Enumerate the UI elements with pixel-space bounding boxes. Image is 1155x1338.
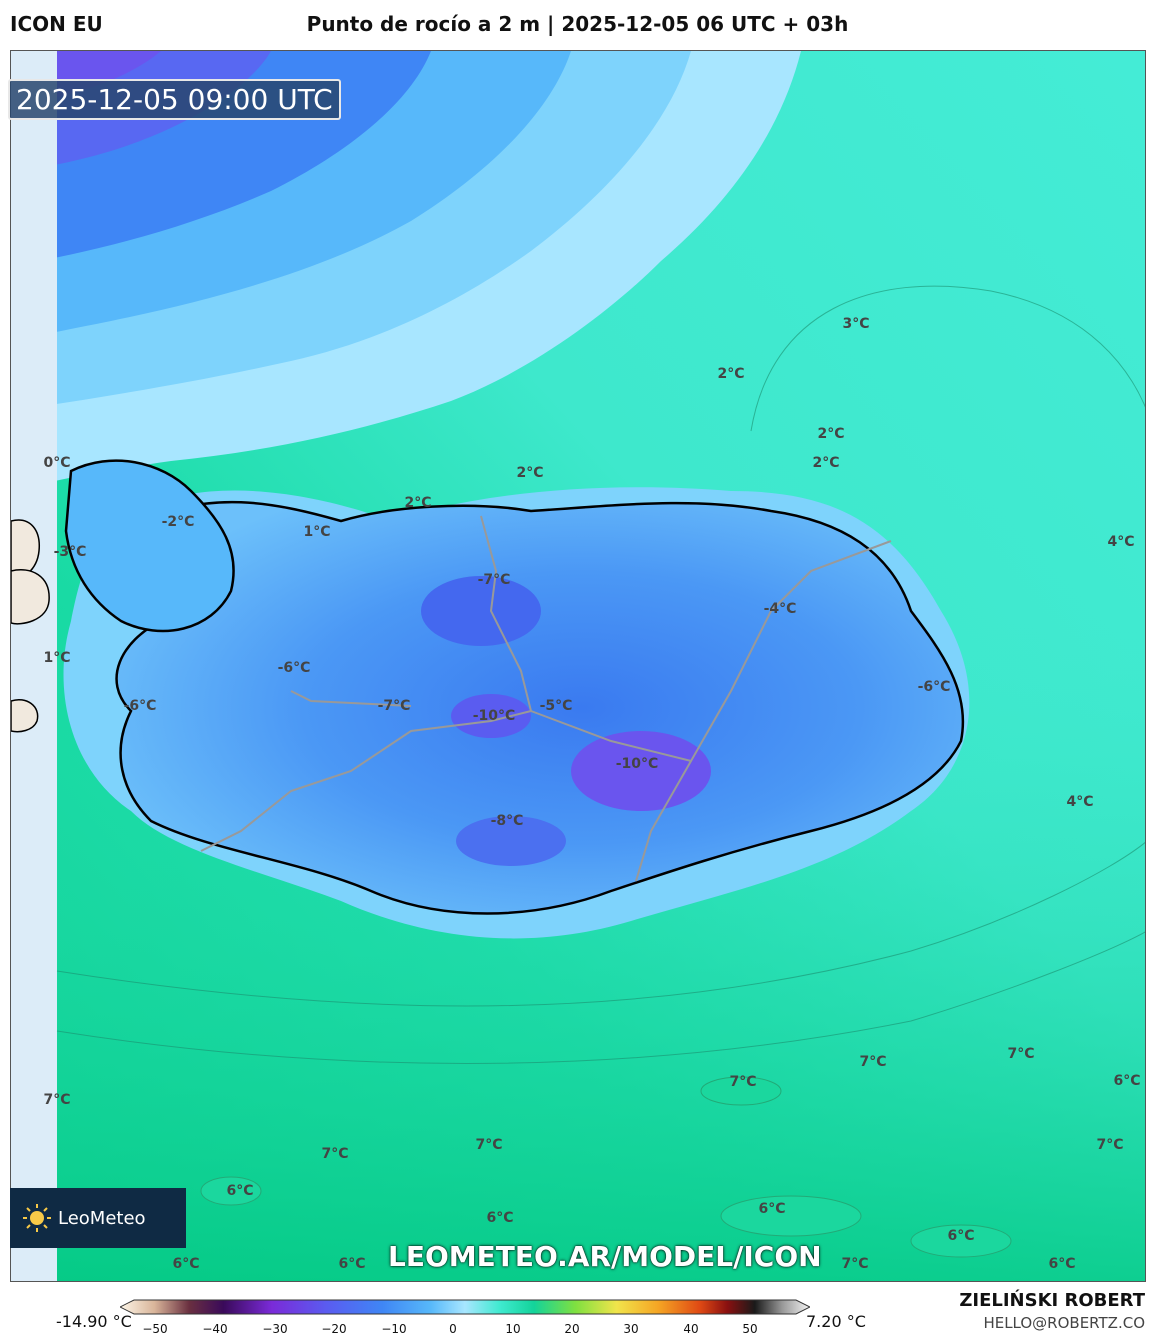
colorbar-tick: −30 [262,1322,288,1336]
contour-label: 7°C [1096,1137,1124,1153]
contour-label: 6°C [226,1183,254,1199]
colorbar-tick: 20 [564,1322,580,1336]
site-watermark: LEOMETEO.AR/MODEL/ICON [388,1240,822,1273]
colorbar-tick: 30 [623,1322,639,1336]
contour-label: -8°C [490,813,524,829]
contour-label: 7°C [43,1092,71,1108]
contour-label: 6°C [486,1210,514,1226]
contour-label: 2°C [516,465,544,481]
sun-icon [23,1204,51,1232]
contour-label: 6°C [1113,1073,1141,1089]
contour-label: 6°C [758,1201,786,1217]
contour-label: -2°C [161,514,195,530]
colorbar-tick: −40 [202,1322,228,1336]
contour-label: 2°C [404,495,432,511]
contour-label: 7°C [1007,1046,1035,1062]
dewpoint-map[interactable] [10,50,1146,1282]
colorbar-tick: 50 [742,1322,758,1336]
colorbar [120,1299,810,1315]
map-field [11,51,1145,1281]
author-email[interactable]: HELLO@ROBERTZ.CO [983,1314,1145,1332]
contour-label: -10°C [615,756,659,772]
chart-title: Punto de rocío a 2 m | 2025-12-05 06 UTC… [306,12,849,36]
contour-label: -6°C [277,660,311,676]
colorbar-tick: 0 [449,1322,457,1336]
contour-label: 1°C [303,524,331,540]
leometeo-logo[interactable]: LeoMeteo [10,1188,186,1248]
contour-label: 7°C [841,1256,869,1272]
contour-label: 6°C [338,1256,366,1272]
contour-label: 2°C [717,366,745,382]
contour-label: 7°C [729,1074,757,1090]
contour-label: 4°C [1107,534,1135,550]
colorbar-tick: −20 [321,1322,347,1336]
contour-label: -4°C [763,601,797,617]
contour-label: 7°C [321,1146,349,1162]
valid-time-badge: 2025-12-05 09:00 UTC [8,79,341,120]
author-name: ZIELIŃSKI ROBERT [959,1290,1145,1311]
contour-label: 1°C [43,650,71,666]
contour-label: 6°C [947,1228,975,1244]
colorbar-max-label: 7.20 °C [806,1312,866,1331]
colorbar-tick: −50 [142,1322,168,1336]
contour-label: -7°C [477,572,511,588]
contour-label: 7°C [475,1137,503,1153]
contour-label: 6°C [1048,1256,1076,1272]
model-name: ICON EU [10,12,103,36]
logo-text: LeoMeteo [58,1207,146,1229]
contour-label: 2°C [812,455,840,471]
colorbar-min-label: -14.90 °C [56,1312,132,1331]
contour-label: 3°C [842,316,870,332]
colorbar-tick: 10 [505,1322,521,1336]
contour-label: -5°C [539,698,573,714]
colorbar-tick: −10 [381,1322,407,1336]
contour-label: 0°C [43,455,71,471]
contour-label: -10°C [472,708,516,724]
contour-label: 2°C [817,426,845,442]
colorbar-ticks: −50 −40 −30 −20 −10 0 10 20 30 40 50 [0,1322,1155,1338]
contour-label: 6°C [172,1256,200,1272]
contour-label: -6°C [917,679,951,695]
contour-label: -3°C [53,544,87,560]
contour-label: -7°C [377,698,411,714]
colorbar-tick: 40 [683,1322,699,1336]
contour-label: 7°C [859,1054,887,1070]
contour-label: -6°C [123,698,157,714]
contour-label: 4°C [1066,794,1094,810]
